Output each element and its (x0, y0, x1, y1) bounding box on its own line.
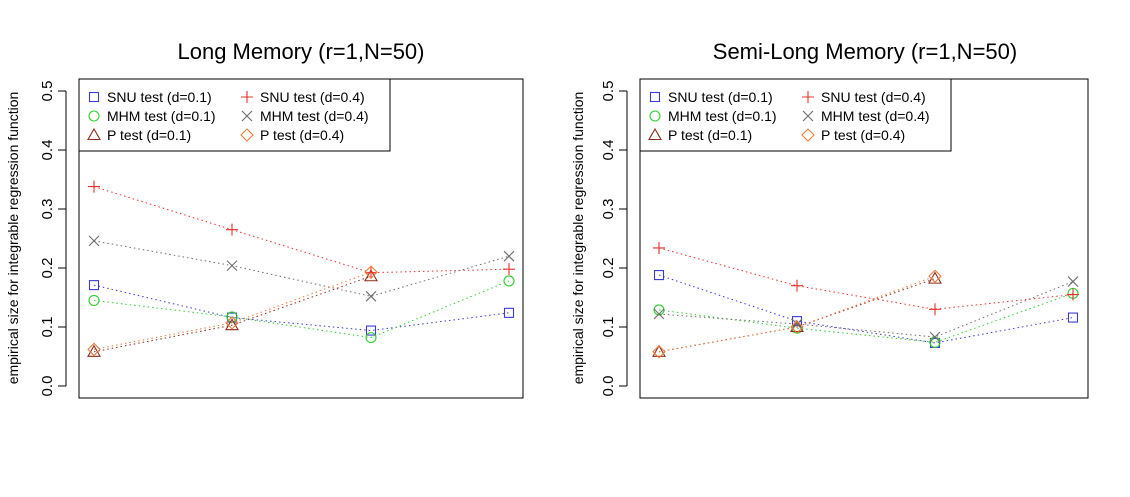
legend-box (639, 78, 952, 152)
legend-label: P test (d=0.4) (821, 127, 905, 143)
y-tick-label: 0.4 (39, 140, 56, 161)
legend-label: MHM test (d=0.4) (821, 108, 930, 124)
data-point (1067, 312, 1079, 323)
legend-marker (240, 128, 254, 142)
data-point (503, 307, 515, 318)
data-point (365, 332, 377, 344)
y-tick-label: 0.1 (39, 317, 56, 338)
data-point (225, 318, 239, 331)
legend-marker (649, 110, 661, 122)
y-tick-label: 0.2 (39, 258, 56, 279)
legend-marker (802, 91, 814, 103)
legend-marker (648, 127, 662, 141)
legend-label: MHM test (d=0.4) (260, 108, 369, 124)
data-point (1067, 276, 1079, 287)
data-point (226, 260, 238, 272)
data-point (87, 344, 101, 357)
legend-label: SNU test (d=0.4) (260, 89, 365, 105)
data-point (87, 342, 101, 357)
series-line (658, 275, 936, 353)
chart-title: Semi-Long Memory (r=1,N=50) (713, 39, 1017, 64)
data-point (365, 325, 377, 336)
y-axis-label: empirical size for integrable regression… (570, 92, 586, 385)
y-tick-label: 0.0 (600, 376, 617, 397)
data-point (503, 263, 515, 276)
legend-label: P test (d=0.4) (260, 127, 344, 143)
data-point (790, 320, 804, 334)
data-point (365, 266, 377, 279)
data-point (503, 275, 515, 287)
data-point (929, 303, 941, 316)
data-point (790, 319, 804, 333)
legend-box (78, 78, 391, 152)
legend-marker (801, 128, 815, 142)
legend-marker (241, 91, 253, 103)
data-point (791, 279, 803, 292)
data-point (365, 290, 377, 302)
series-line (658, 281, 1074, 338)
y-tick-label: 0.2 (600, 258, 617, 279)
legend-label: MHM test (d=0.1) (107, 108, 216, 124)
series-line (658, 274, 1074, 344)
series-line (93, 275, 372, 353)
y-tick-label: 0.3 (600, 199, 617, 220)
legend-label: SNU test (d=0.1) (107, 89, 212, 105)
data-point (503, 250, 515, 262)
data-point (653, 308, 665, 320)
data-point (652, 344, 666, 357)
series-line (93, 240, 510, 297)
legend-marker (241, 110, 253, 122)
data-point (791, 318, 803, 330)
data-point (652, 345, 666, 359)
legend-label: P test (d=0.1) (668, 127, 752, 143)
y-axis-label: empirical size for integrable regression… (5, 92, 21, 385)
data-point (929, 331, 941, 343)
legend-label: SNU test (d=0.4) (821, 89, 926, 105)
y-tick-label: 0.4 (600, 140, 617, 161)
chart-panel-2: Semi-Long Memory (r=1,N=50) 0.0 0.1 0.2 0.3 0… (570, 39, 1089, 399)
legend-marker (649, 91, 661, 103)
data-point (1067, 288, 1079, 301)
data-point (226, 311, 238, 323)
y-tick-label: 0.3 (39, 199, 56, 220)
series-line (658, 247, 1074, 310)
data-point (88, 180, 100, 193)
data-point (88, 294, 100, 307)
series-line (93, 284, 510, 332)
data-point (653, 304, 665, 316)
data-point (653, 241, 665, 254)
data-point (791, 316, 803, 327)
series-line (93, 186, 510, 274)
y-tick-label: 0.0 (39, 376, 56, 397)
legend-marker (88, 91, 100, 103)
data-point (88, 235, 100, 247)
y-tick-label: 0.1 (600, 317, 617, 338)
series-line (658, 292, 1074, 343)
chart-panel-1: Long Memory (r=1,N=50) 0.0 0.1 0.2 0.3 0.4 0.5… (5, 39, 524, 399)
legend-marker (802, 110, 814, 122)
legend-marker (87, 127, 101, 141)
legend-label: P test (d=0.1) (107, 127, 191, 143)
legend-marker (88, 110, 100, 122)
chart-title: Long Memory (r=1,N=50) (178, 39, 425, 64)
series-line (93, 271, 372, 350)
legend-label: SNU test (d=0.1) (668, 89, 773, 105)
y-tick-label: 0.5 (39, 81, 56, 102)
data-point (225, 316, 239, 330)
data-point (364, 265, 378, 279)
data-point (88, 280, 100, 291)
series-line (93, 280, 510, 339)
data-point (928, 269, 942, 284)
data-point (653, 270, 665, 281)
data-point (226, 223, 238, 236)
legend-label: MHM test (d=0.1) (668, 108, 777, 124)
y-tick-label: 0.5 (600, 81, 617, 102)
